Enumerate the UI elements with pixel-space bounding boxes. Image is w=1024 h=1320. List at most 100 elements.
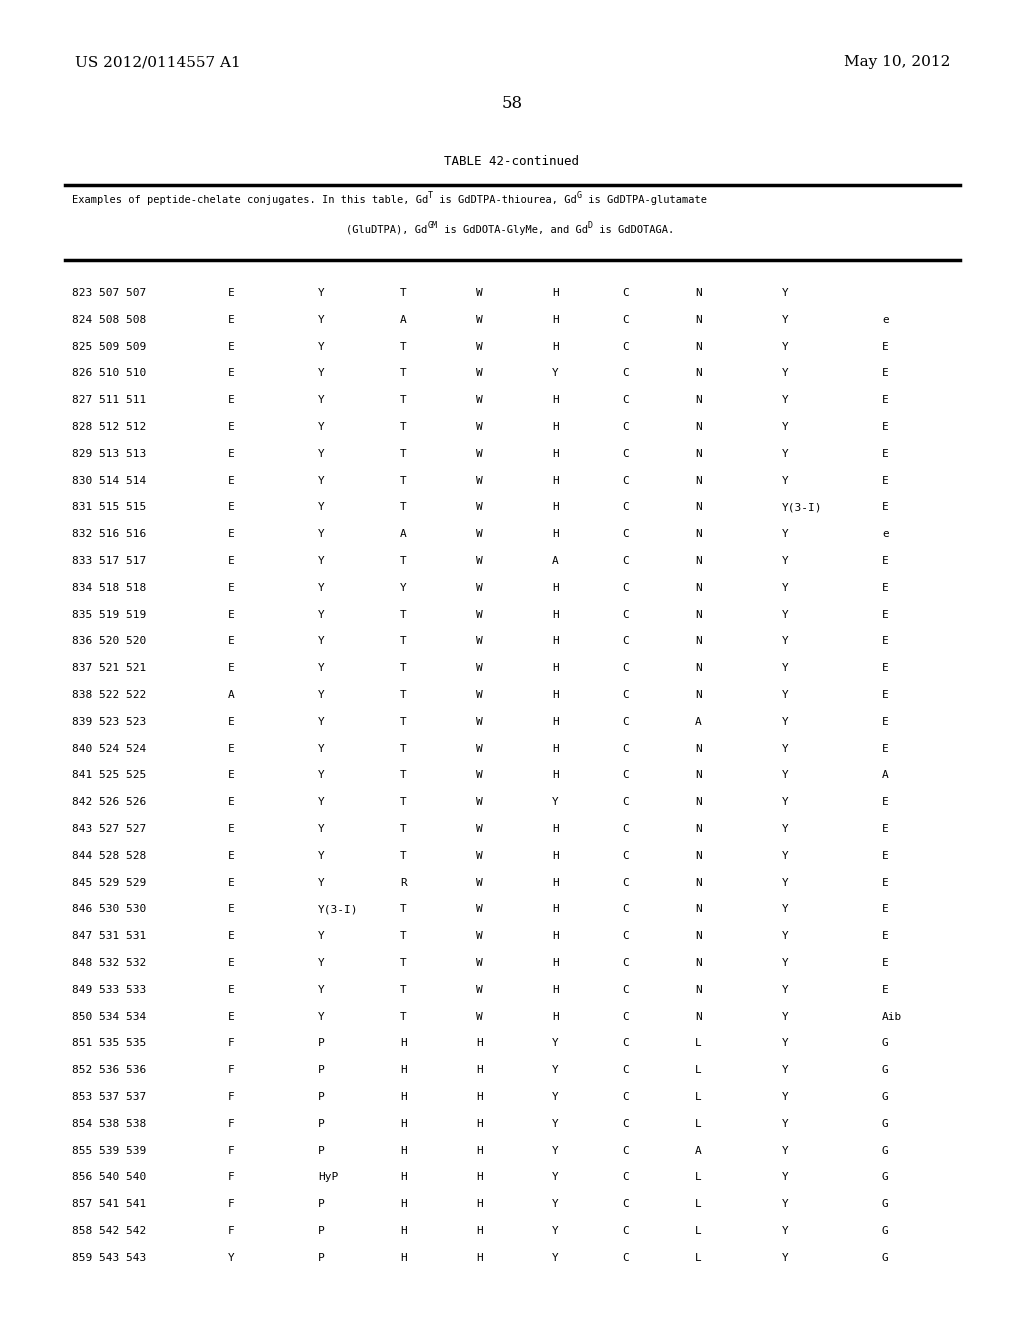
Text: P: P xyxy=(318,1092,325,1102)
Text: T: T xyxy=(400,797,407,808)
Text: N: N xyxy=(695,556,701,566)
Text: W: W xyxy=(476,851,482,861)
Text: W: W xyxy=(476,314,482,325)
Text: Y: Y xyxy=(782,931,788,941)
Text: E: E xyxy=(228,851,234,861)
Text: Examples of peptide-chelate conjugates. In this table, Gd: Examples of peptide-chelate conjugates. … xyxy=(72,195,428,205)
Text: Y: Y xyxy=(318,743,325,754)
Text: E: E xyxy=(228,904,234,915)
Text: C: C xyxy=(622,663,629,673)
Text: H: H xyxy=(400,1092,407,1102)
Text: E: E xyxy=(882,985,889,995)
Text: E: E xyxy=(228,475,234,486)
Text: L: L xyxy=(695,1092,701,1102)
Text: L: L xyxy=(695,1172,701,1183)
Text: C: C xyxy=(622,1039,629,1048)
Text: Y: Y xyxy=(552,1039,559,1048)
Text: N: N xyxy=(695,342,701,351)
Text: H: H xyxy=(552,985,559,995)
Text: T: T xyxy=(400,636,407,647)
Text: N: N xyxy=(695,314,701,325)
Text: C: C xyxy=(622,743,629,754)
Text: C: C xyxy=(622,1253,629,1263)
Text: 823 507 507: 823 507 507 xyxy=(72,288,146,298)
Text: H: H xyxy=(476,1146,482,1155)
Text: Y: Y xyxy=(318,663,325,673)
Text: G: G xyxy=(882,1199,889,1209)
Text: W: W xyxy=(476,636,482,647)
Text: C: C xyxy=(622,449,629,459)
Text: E: E xyxy=(882,583,889,593)
Text: 852 536 536: 852 536 536 xyxy=(72,1065,146,1076)
Text: Y: Y xyxy=(552,1119,559,1129)
Text: (GluDTPA), Gd: (GluDTPA), Gd xyxy=(346,224,428,235)
Text: G: G xyxy=(882,1119,889,1129)
Text: Y: Y xyxy=(782,1226,788,1236)
Text: Y: Y xyxy=(318,797,325,808)
Text: Y: Y xyxy=(318,851,325,861)
Text: Y: Y xyxy=(552,1146,559,1155)
Text: H: H xyxy=(476,1226,482,1236)
Text: T: T xyxy=(428,190,433,199)
Text: May 10, 2012: May 10, 2012 xyxy=(844,55,950,69)
Text: Y: Y xyxy=(228,1253,234,1263)
Text: C: C xyxy=(622,583,629,593)
Text: T: T xyxy=(400,824,407,834)
Text: T: T xyxy=(400,717,407,727)
Text: C: C xyxy=(622,931,629,941)
Text: Y: Y xyxy=(782,1146,788,1155)
Text: C: C xyxy=(622,717,629,727)
Text: 853 537 537: 853 537 537 xyxy=(72,1092,146,1102)
Text: C: C xyxy=(622,503,629,512)
Text: 841 525 525: 841 525 525 xyxy=(72,771,146,780)
Text: E: E xyxy=(228,743,234,754)
Text: C: C xyxy=(622,824,629,834)
Text: Y: Y xyxy=(552,368,559,379)
Text: C: C xyxy=(622,342,629,351)
Text: E: E xyxy=(228,717,234,727)
Text: E: E xyxy=(882,717,889,727)
Text: Y: Y xyxy=(318,690,325,700)
Text: E: E xyxy=(228,985,234,995)
Text: Y: Y xyxy=(318,503,325,512)
Text: C: C xyxy=(622,1226,629,1236)
Text: E: E xyxy=(882,449,889,459)
Text: P: P xyxy=(318,1253,325,1263)
Text: N: N xyxy=(695,985,701,995)
Text: 832 516 516: 832 516 516 xyxy=(72,529,146,539)
Text: E: E xyxy=(228,636,234,647)
Text: T: T xyxy=(400,556,407,566)
Text: Y: Y xyxy=(318,314,325,325)
Text: E: E xyxy=(882,851,889,861)
Text: W: W xyxy=(476,797,482,808)
Text: C: C xyxy=(622,1092,629,1102)
Text: N: N xyxy=(695,422,701,432)
Text: Y: Y xyxy=(782,636,788,647)
Text: Y: Y xyxy=(782,422,788,432)
Text: N: N xyxy=(695,690,701,700)
Text: Y: Y xyxy=(782,1065,788,1076)
Text: T: T xyxy=(400,958,407,968)
Text: T: T xyxy=(400,395,407,405)
Text: Y: Y xyxy=(318,824,325,834)
Text: C: C xyxy=(622,690,629,700)
Text: P: P xyxy=(318,1119,325,1129)
Text: Y: Y xyxy=(782,1199,788,1209)
Text: H: H xyxy=(552,342,559,351)
Text: E: E xyxy=(882,690,889,700)
Text: C: C xyxy=(622,878,629,887)
Text: 838 522 522: 838 522 522 xyxy=(72,690,146,700)
Text: H: H xyxy=(552,583,559,593)
Text: Y: Y xyxy=(318,583,325,593)
Text: W: W xyxy=(476,931,482,941)
Text: F: F xyxy=(228,1092,234,1102)
Text: 856 540 540: 856 540 540 xyxy=(72,1172,146,1183)
Text: H: H xyxy=(552,449,559,459)
Text: N: N xyxy=(695,931,701,941)
Text: Y: Y xyxy=(318,636,325,647)
Text: E: E xyxy=(228,529,234,539)
Text: E: E xyxy=(882,368,889,379)
Text: Y: Y xyxy=(552,1065,559,1076)
Text: Y: Y xyxy=(552,1092,559,1102)
Text: 844 528 528: 844 528 528 xyxy=(72,851,146,861)
